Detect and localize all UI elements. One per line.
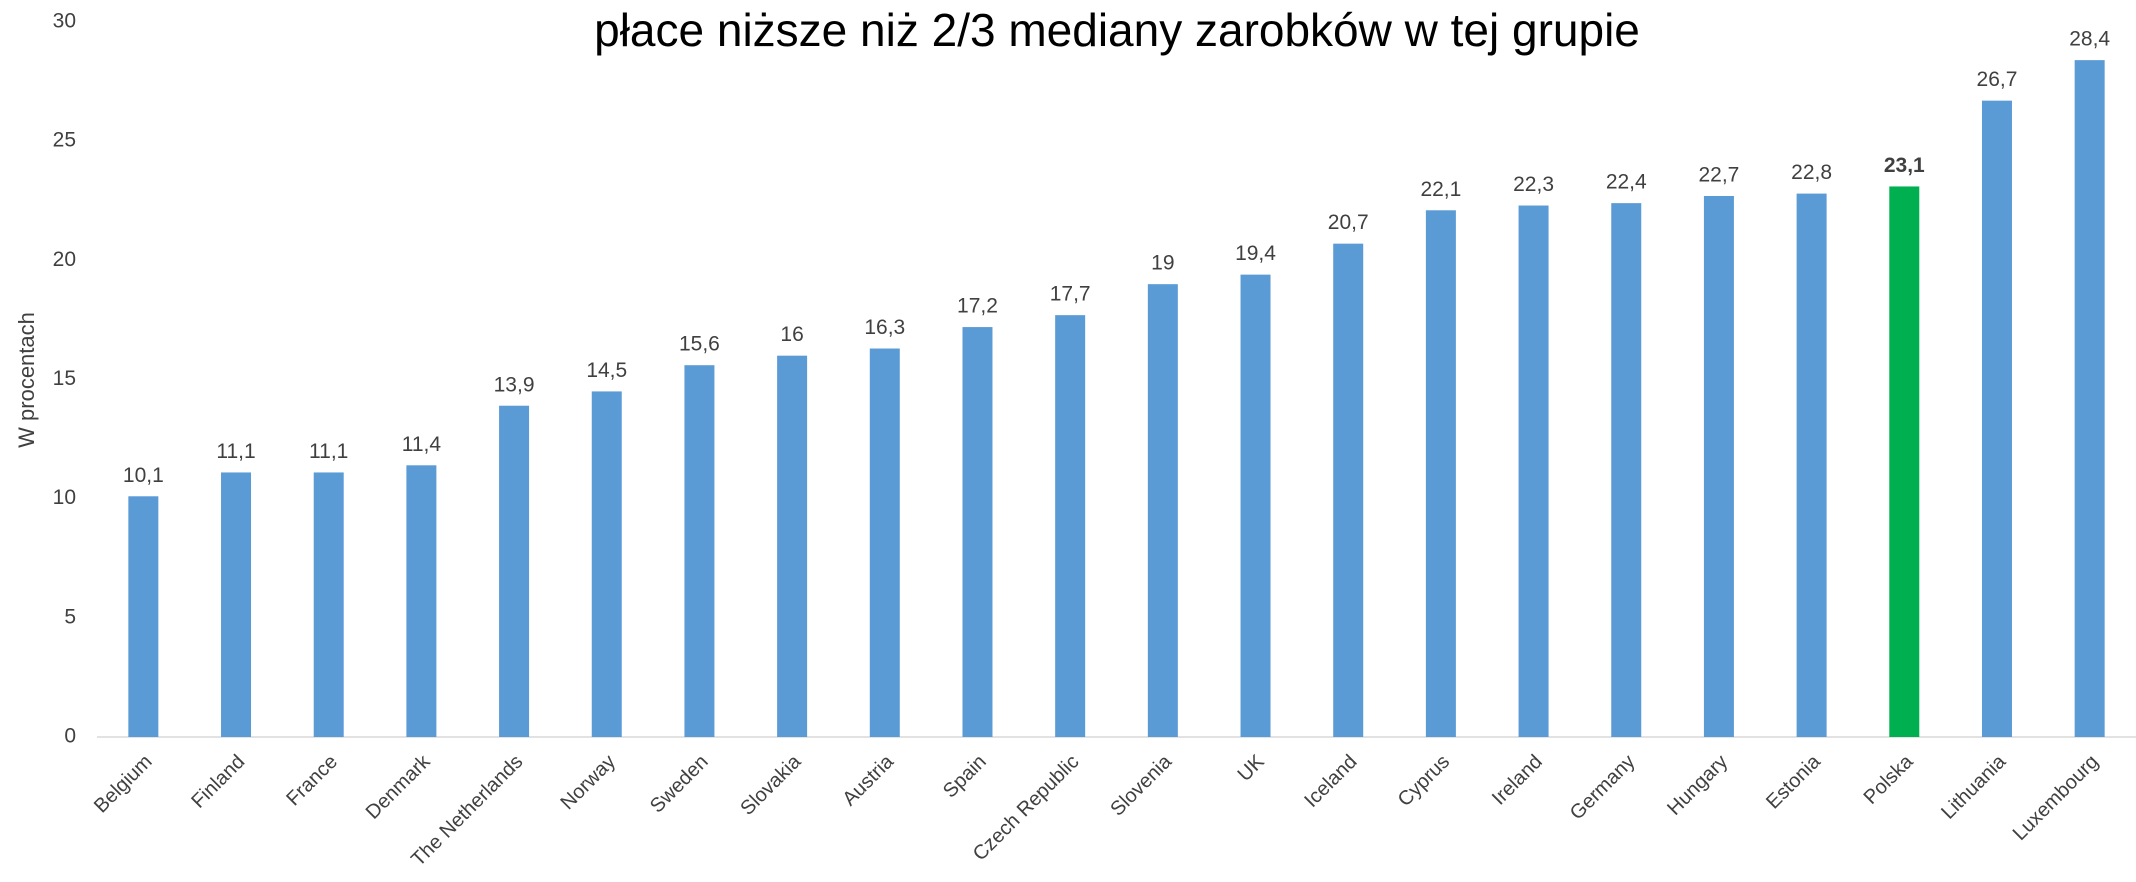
value-label: 14,5 — [586, 359, 627, 382]
x-tick-label: France — [282, 751, 342, 811]
value-label: 22,4 — [1606, 171, 1647, 194]
chart-title: płace niższe niż 2/3 mediany zarobków w … — [594, 4, 1640, 56]
y-tick-label: 30 — [53, 10, 76, 33]
x-tick-label: Germany — [1566, 751, 1640, 825]
y-tick-label: 0 — [64, 725, 76, 748]
y-tick-label: 5 — [64, 605, 76, 628]
value-label: 11,4 — [402, 433, 442, 456]
bar — [1703, 195, 1734, 737]
y-axis-label: W procentach — [14, 312, 39, 448]
x-tick-label: Lithuania — [1937, 750, 2011, 824]
value-label: 28,4 — [2069, 28, 2110, 51]
bar — [1055, 315, 1086, 737]
x-tick-label: Sweden — [646, 751, 713, 818]
x-tick-label: Finland — [187, 751, 249, 813]
x-tick-label: Cyprus — [1394, 751, 1454, 811]
value-label: 22,7 — [1698, 164, 1739, 187]
x-tick-label: Austria — [838, 750, 898, 810]
x-tick-label: Belgium — [90, 751, 157, 818]
bar — [777, 355, 808, 737]
value-label: 17,2 — [957, 295, 998, 318]
bar — [1981, 100, 2012, 737]
bar — [1796, 193, 1827, 738]
value-label: 22,8 — [1791, 161, 1832, 184]
value-label: 16 — [780, 323, 803, 346]
value-label: 26,7 — [1977, 68, 2018, 91]
value-label: 22,1 — [1420, 178, 1461, 201]
value-label: 13,9 — [494, 373, 535, 396]
bar — [1425, 210, 1456, 738]
bar — [591, 391, 622, 737]
bar — [1240, 274, 1271, 737]
value-label: 22,3 — [1513, 173, 1554, 196]
bar — [2074, 60, 2105, 737]
value-label: 19,4 — [1235, 242, 1276, 265]
bar — [221, 472, 252, 737]
x-tick-label: Slovakia — [736, 750, 806, 820]
value-label: 17,7 — [1050, 283, 1091, 306]
value-label: 16,3 — [864, 316, 905, 339]
x-tick-label: Estonia — [1762, 750, 1825, 813]
x-tick-label: UK — [1234, 750, 1270, 786]
value-label: 20,7 — [1328, 211, 1369, 234]
value-label: 11,1 — [216, 440, 255, 463]
x-tick-label: Norway — [557, 751, 620, 814]
bar — [499, 405, 530, 737]
bar — [869, 348, 900, 737]
bar — [1611, 203, 1642, 738]
x-tick-label: Iceland — [1300, 751, 1361, 812]
value-label: 10,1 — [123, 464, 164, 487]
x-tick-label: Polska — [1860, 750, 1919, 809]
bar — [313, 472, 344, 737]
x-tick-label: Slovenia — [1106, 750, 1176, 820]
bar — [1518, 205, 1549, 737]
bar — [684, 365, 715, 737]
value-label: 19 — [1151, 252, 1174, 275]
value-label: 15,6 — [679, 333, 720, 356]
value-label: 23,1 — [1884, 154, 1925, 177]
x-tick-label: Hungary — [1663, 751, 1732, 820]
bar — [1147, 284, 1178, 737]
x-tick-label: Ireland — [1488, 751, 1547, 810]
value-label: 11,1 — [309, 440, 348, 463]
y-tick-label: 25 — [53, 129, 76, 152]
y-tick-label: 20 — [53, 248, 76, 271]
x-tick-label: Spain — [939, 751, 991, 803]
bar — [1333, 243, 1364, 737]
bar — [406, 465, 437, 737]
x-tick-label: Luxembourg — [2009, 751, 2103, 845]
bar — [1889, 186, 1920, 737]
bar — [962, 327, 993, 737]
y-tick-label: 15 — [53, 367, 76, 390]
x-tick-label: Denmark — [362, 750, 436, 824]
y-tick-label: 10 — [53, 486, 76, 509]
bar — [128, 496, 159, 737]
